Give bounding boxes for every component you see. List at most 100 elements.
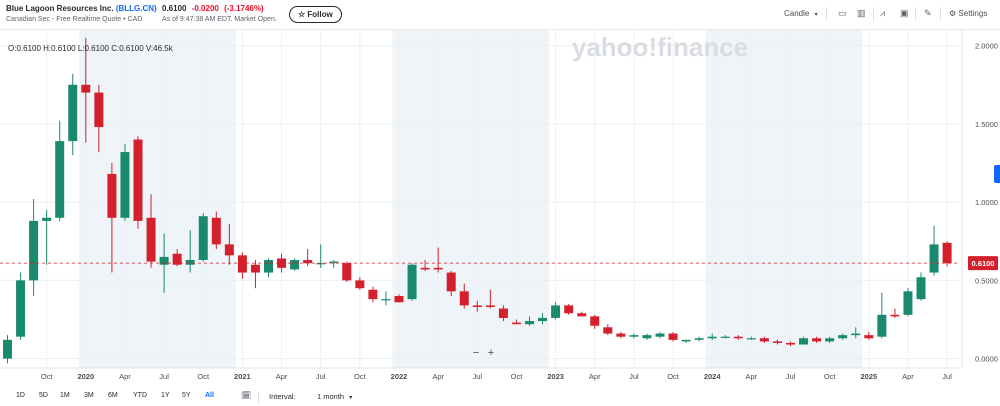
- x-tick-label: Oct: [667, 372, 680, 381]
- candle-body: [394, 296, 404, 303]
- toolbar-divider: [826, 7, 827, 21]
- candle: [538, 313, 548, 325]
- candle: [890, 308, 900, 318]
- watermark-logo: yahoo!finance: [572, 32, 748, 62]
- candle: [668, 332, 678, 342]
- candle-body: [159, 256, 169, 265]
- date-range-icon[interactable]: ▭: [838, 8, 847, 18]
- candle: [707, 333, 717, 340]
- range-button-6m[interactable]: 6M: [108, 392, 118, 399]
- candle: [68, 73, 78, 156]
- candle: [172, 249, 182, 267]
- chart-type-select[interactable]: Candle ▾: [784, 9, 818, 18]
- candle: [733, 335, 743, 340]
- candle-body: [825, 338, 835, 342]
- price-change: -0.0200: [191, 4, 219, 13]
- candle-body: [250, 264, 260, 273]
- candle-body: [942, 242, 952, 264]
- ticker-link[interactable]: (BLLG.CN): [115, 4, 157, 13]
- range-button-ytd[interactable]: YTD: [133, 392, 147, 399]
- toolbar-divider: [915, 7, 916, 21]
- candle: [433, 247, 443, 273]
- zoom-out-icon[interactable]: −: [473, 347, 479, 359]
- candle-body: [133, 139, 143, 221]
- chart-scroll-handle[interactable]: [994, 165, 1000, 183]
- candle-body: [303, 260, 313, 264]
- candle: [929, 225, 939, 276]
- candle-body: [877, 314, 887, 337]
- range-button-3m[interactable]: 3M: [84, 392, 94, 399]
- candle: [185, 230, 195, 273]
- candle-body: [433, 267, 443, 270]
- company-name: Blue Lagoon Resources Inc. (BLLG.CN): [6, 4, 157, 13]
- range-button-5d[interactable]: 5D: [39, 392, 48, 399]
- toolbar-divider: [873, 7, 874, 21]
- candle-body: [198, 216, 208, 261]
- interval-select[interactable]: 1 month ▾: [317, 392, 353, 401]
- candle: [381, 291, 391, 306]
- toolbar-divider: [940, 7, 941, 21]
- candle-body: [42, 217, 52, 221]
- candle: [851, 327, 861, 339]
- candle: [146, 194, 156, 268]
- range-button-1d[interactable]: 1D: [16, 392, 25, 399]
- candle: [329, 260, 339, 268]
- candle-body: [81, 84, 91, 93]
- period-shading: [79, 30, 863, 368]
- range-button-5y[interactable]: 5Y: [182, 392, 191, 399]
- candle-body: [525, 321, 534, 325]
- candle: [120, 144, 130, 221]
- events-icon[interactable]: ▣: [900, 8, 909, 18]
- candle: [3, 335, 12, 364]
- range-divider: [258, 392, 259, 403]
- settings-button[interactable]: ⚙ Settings: [949, 9, 988, 18]
- last-price-label: 0.6100: [972, 259, 995, 268]
- candle: [942, 241, 952, 267]
- y-tick-label: 0.5000: [975, 276, 998, 285]
- range-button-1m[interactable]: 1M: [60, 392, 70, 399]
- x-tick-label: Jul: [473, 372, 483, 381]
- candle-body: [237, 255, 247, 273]
- zoom-in-icon[interactable]: +: [488, 347, 494, 359]
- candle-body: [446, 272, 456, 292]
- candle-body: [94, 92, 104, 128]
- x-tick-label: Apr: [902, 372, 914, 381]
- candle: [277, 253, 287, 273]
- candle: [812, 336, 822, 343]
- candle-body: [564, 305, 574, 314]
- candle: [407, 263, 417, 301]
- candle: [394, 294, 404, 303]
- candle-body: [551, 305, 561, 318]
- range-bar: 1D 5D 1M 3M 6M YTD 1Y 5Y All 🗓 Interval: 1 month…: [0, 389, 1000, 406]
- x-tick-label: Jul: [786, 372, 796, 381]
- candle-body: [772, 341, 782, 343]
- range-button-all[interactable]: All: [205, 392, 214, 399]
- candle: [459, 283, 469, 309]
- candle: [772, 339, 782, 345]
- x-tick-label: Oct: [354, 372, 367, 381]
- candle-body: [146, 217, 156, 262]
- candle-body: [368, 289, 378, 300]
- candle: [564, 303, 574, 315]
- candle-body: [264, 260, 273, 273]
- candle: [55, 120, 65, 221]
- x-tick-label: Oct: [197, 372, 210, 381]
- chart-header: Blue Lagoon Resources Inc. (BLLG.CN) Can…: [0, 0, 1000, 30]
- candle: [303, 249, 313, 267]
- candlestick-chart[interactable]: yahoo!finance 0.6100 0.0000 0.5000 1.0000 1…: [0, 30, 1000, 389]
- indicators-icon[interactable]: ⩘: [880, 8, 886, 18]
- candle: [903, 288, 913, 317]
- range-button-1y[interactable]: 1Y: [161, 392, 170, 399]
- follow-button[interactable]: ☆ Follow: [289, 6, 342, 23]
- candle: [250, 260, 260, 289]
- candle: [16, 272, 26, 340]
- quote-timestamp: As of 9:47:38 AM EDT. Market Open.: [162, 16, 277, 23]
- compare-icon[interactable]: ▥: [857, 8, 866, 18]
- draw-icon[interactable]: ✎: [924, 8, 932, 18]
- candle-body: [211, 217, 221, 245]
- candle: [746, 336, 756, 340]
- last-price-tag: [968, 256, 998, 271]
- grid-lines: [0, 30, 960, 368]
- calendar-icon[interactable]: 🗓: [241, 391, 252, 400]
- candle-body: [642, 335, 652, 339]
